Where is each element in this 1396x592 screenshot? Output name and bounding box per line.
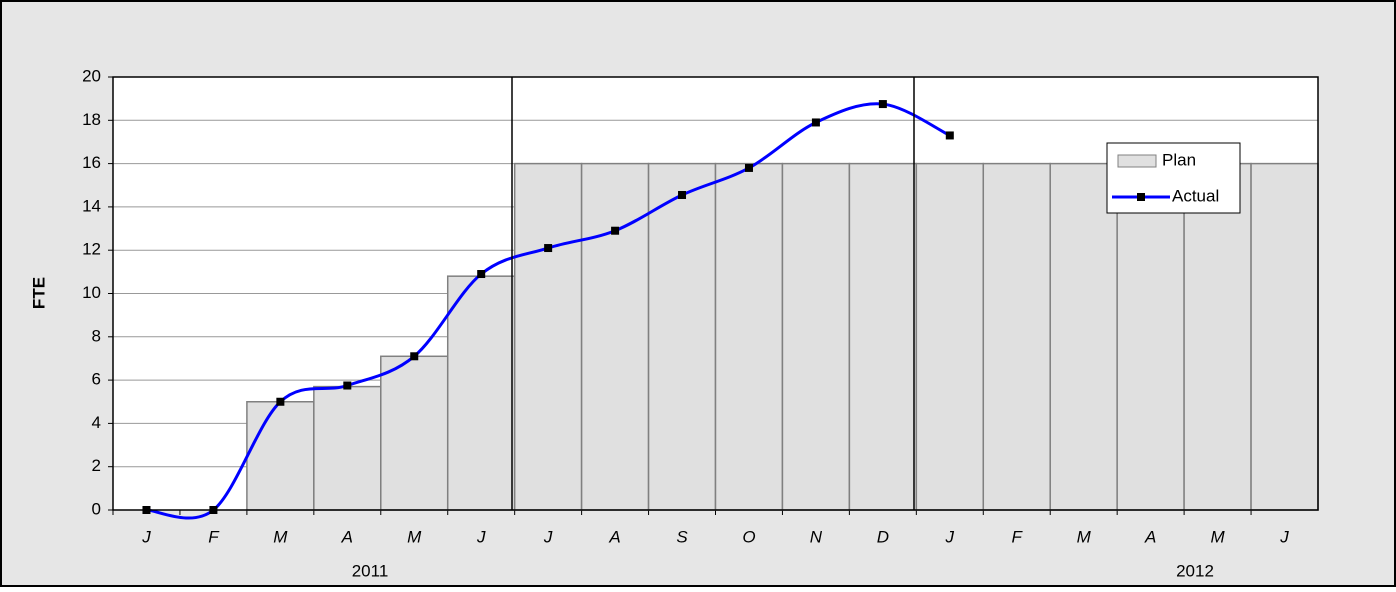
- marker: [611, 226, 620, 235]
- year-label: 2012: [1176, 561, 1214, 580]
- marker: [544, 244, 553, 253]
- x-tick-label: S: [676, 527, 688, 546]
- bar: [446, 275, 516, 511]
- year-label: 2011: [352, 561, 389, 580]
- x-tick-label: J: [1279, 527, 1289, 546]
- marker: [276, 397, 285, 406]
- y-tick-label: 0: [92, 499, 101, 518]
- y-tick-label: 18: [82, 110, 101, 129]
- y-tick-label: 10: [82, 283, 101, 302]
- legend-label: Actual: [1172, 186, 1219, 205]
- marker: [477, 270, 486, 279]
- marker: [878, 100, 887, 109]
- bar: [580, 162, 650, 511]
- x-tick-label: M: [407, 527, 422, 546]
- y-tick-label: 8: [92, 326, 101, 345]
- marker: [811, 118, 820, 127]
- bar: [513, 162, 583, 511]
- bar: [1116, 162, 1185, 511]
- y-axis-label: FTE: [29, 277, 48, 309]
- x-tick-label: A: [341, 527, 353, 546]
- bar: [380, 355, 449, 511]
- x-tick-label: J: [141, 527, 151, 546]
- y-tick-label: 16: [82, 153, 101, 172]
- bar: [848, 162, 918, 511]
- marker: [744, 163, 753, 172]
- x-tick-label: N: [810, 527, 823, 546]
- bar: [781, 162, 851, 511]
- bar: [982, 162, 1051, 511]
- bar: [246, 401, 315, 511]
- legend-swatch: [1117, 154, 1157, 168]
- bar: [714, 162, 784, 511]
- y-tick-label: 6: [92, 370, 101, 389]
- y-tick-label: 2: [92, 456, 101, 475]
- x-tick-label: D: [877, 527, 889, 546]
- marker: [945, 131, 954, 140]
- x-tick-label: J: [476, 527, 486, 546]
- x-tick-label: A: [1144, 527, 1156, 546]
- bar: [915, 162, 985, 511]
- marker: [343, 381, 352, 390]
- marker: [410, 352, 419, 361]
- legend-marker: [1137, 193, 1145, 201]
- x-tick-label: M: [1077, 527, 1092, 546]
- y-tick-label: 4: [92, 413, 101, 432]
- y-tick-label: 20: [82, 66, 101, 85]
- plot-border: [112, 76, 1319, 511]
- x-tick-label: M: [273, 527, 288, 546]
- x-tick-label: O: [742, 527, 755, 546]
- bar: [1183, 162, 1252, 511]
- bar: [1250, 162, 1319, 511]
- y-tick-label: 12: [82, 240, 101, 259]
- bar: [1049, 162, 1118, 511]
- y-tick-label: 14: [82, 196, 101, 215]
- legend-label: Plan: [1162, 150, 1196, 169]
- x-tick-label: M: [1210, 527, 1225, 546]
- x-tick-label: A: [608, 527, 620, 546]
- bar: [313, 385, 382, 511]
- bar: [647, 162, 717, 511]
- x-tick-label: J: [543, 527, 553, 546]
- x-tick-label: F: [208, 527, 220, 546]
- marker: [678, 190, 687, 199]
- x-tick-label: J: [945, 527, 955, 546]
- x-tick-label: F: [1012, 527, 1024, 546]
